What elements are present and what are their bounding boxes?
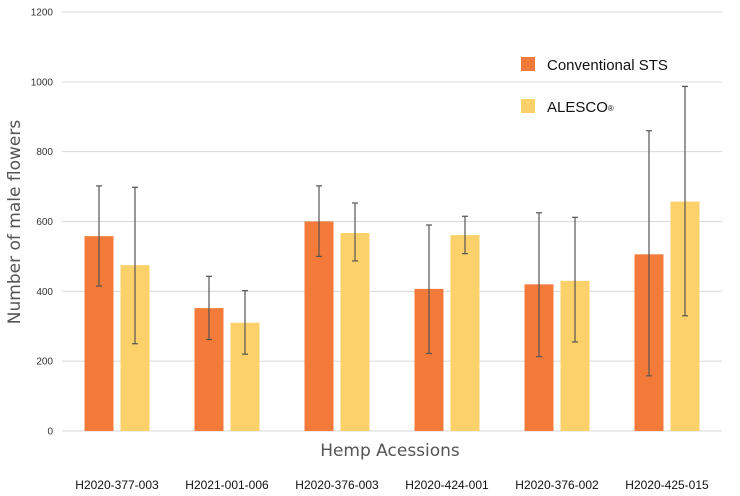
error-bars: [96, 85, 688, 377]
y-axis-ticks: 0 200 400 600 800 1000 1200: [31, 8, 54, 438]
y-tick-label: 0: [47, 427, 53, 438]
legend-label-alesco-name: ALESCO: [547, 99, 608, 116]
legend-label-alesco-registered: ®: [608, 104, 614, 113]
x-tick-label: H2020-424-001: [405, 478, 489, 492]
bars: [84, 201, 700, 431]
x-tick-label: H2020-376-002: [515, 478, 599, 492]
y-tick-label: 1000: [31, 77, 54, 88]
legend: Conventional STS ALESCO®: [521, 57, 668, 116]
y-tick-label: 1200: [31, 8, 54, 19]
y-tick-label: 800: [36, 147, 53, 158]
x-tick-label: H2020-425-015: [625, 478, 709, 492]
x-axis-ticks: H2020-377-003 H2021-001-006 H2020-376-003 H…: [75, 478, 709, 492]
y-axis-title: Number of male flowers: [5, 120, 25, 325]
bar-alesco: [340, 233, 370, 431]
x-tick-label: H2020-377-003: [75, 478, 159, 492]
legend-label-alesco: ALESCO®: [547, 99, 614, 116]
legend-label-conventional: Conventional STS: [547, 57, 668, 74]
legend-swatch-alesco: [521, 99, 535, 113]
x-axis-title: Hemp Acessions: [320, 441, 460, 461]
legend-swatch-conventional: [521, 57, 535, 71]
x-tick-label: H2020-376-003: [295, 478, 379, 492]
y-tick-label: 400: [36, 287, 53, 298]
x-tick-label: H2021-001-006: [185, 478, 269, 492]
bar-alesco: [450, 235, 480, 431]
y-tick-label: 200: [36, 357, 53, 368]
gridlines: [62, 11, 722, 432]
y-tick-label: 600: [36, 217, 53, 228]
